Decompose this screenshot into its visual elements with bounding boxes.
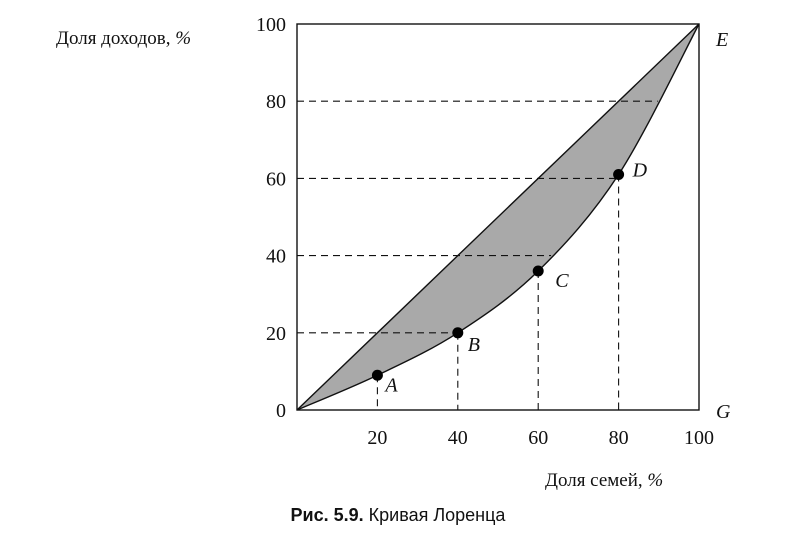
point-label-a: A bbox=[383, 374, 398, 396]
y-tick-label-40: 40 bbox=[266, 246, 286, 268]
x-tick-label-80: 80 bbox=[609, 427, 629, 449]
y-tick-label-60: 60 bbox=[266, 168, 286, 190]
y-tick-label-100: 100 bbox=[256, 14, 286, 36]
point-label-b: B bbox=[468, 334, 480, 356]
point-b bbox=[452, 327, 464, 339]
caption-text: Кривая Лоренца bbox=[363, 505, 506, 525]
lines-layer bbox=[296, 23, 700, 411]
x-tick-label-40: 40 bbox=[448, 427, 468, 449]
y-tick-label-0: 0 bbox=[276, 400, 286, 422]
y-axis-unit: % bbox=[175, 28, 191, 49]
points-layer: A B C D bbox=[371, 160, 648, 396]
y-tick-label-80: 80 bbox=[266, 91, 286, 113]
x-tick-label-100: 100 bbox=[684, 427, 714, 449]
y-axis-label: Доля доходов, % bbox=[56, 28, 191, 49]
y-tick-label-20: 20 bbox=[266, 323, 286, 345]
corner-label-e: E bbox=[715, 29, 728, 51]
point-label-c: C bbox=[555, 270, 569, 292]
caption-prefix: Рис. 5.9. bbox=[290, 505, 364, 525]
point-c bbox=[532, 265, 544, 277]
x-axis-label-text: Доля семей, bbox=[545, 470, 647, 491]
point-label-d: D bbox=[632, 160, 648, 182]
guide-lines-layer bbox=[297, 100, 658, 410]
point-a bbox=[371, 369, 383, 381]
y-axis-label-text: Доля доходов, bbox=[56, 28, 175, 49]
figure-caption: Рис. 5.9. Кривая Лоренца bbox=[0, 505, 796, 526]
x-axis-unit: % bbox=[647, 470, 663, 491]
x-tick-label-60: 60 bbox=[528, 427, 548, 449]
tick-labels-layer: 0 20 40 60 80 100 20 40 60 80 100 bbox=[256, 14, 714, 449]
plot-frame bbox=[296, 23, 700, 411]
corner-label-g: G bbox=[716, 401, 731, 423]
equality-line bbox=[296, 23, 700, 411]
x-tick-label-20: 20 bbox=[367, 427, 387, 449]
point-d bbox=[613, 169, 625, 181]
x-axis-label: Доля семей, % bbox=[545, 470, 663, 491]
lorenz-chart: A B C D 0 20 40 60 80 100 20 40 60 80 100 Доля доходо… bbox=[56, 14, 731, 491]
